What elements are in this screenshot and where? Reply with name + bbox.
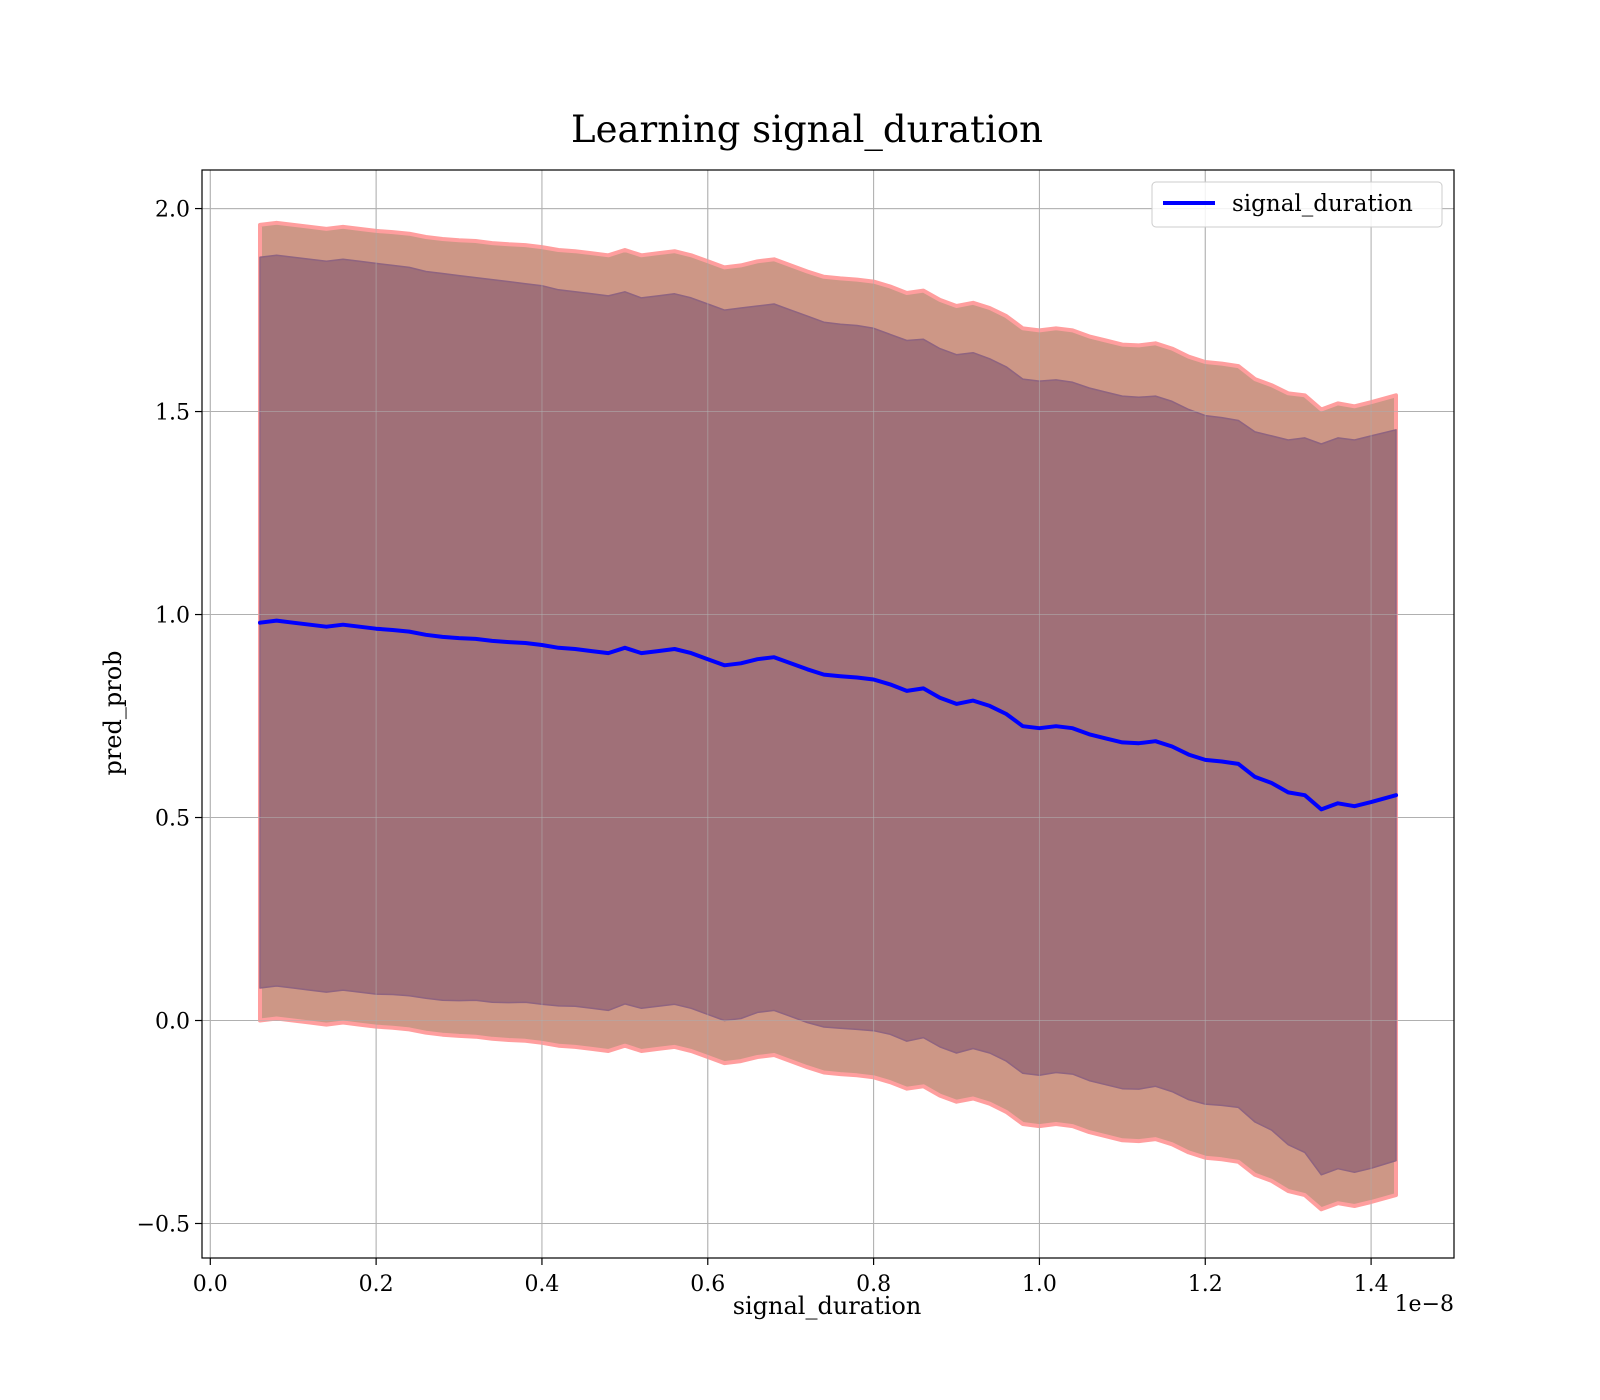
- x-tick-label: 1.0: [1022, 1272, 1057, 1297]
- y-tick-label: 0.0: [155, 1010, 190, 1035]
- x-axis-label: signal_duration: [733, 1292, 922, 1320]
- y-tick-label: −0.5: [137, 1212, 190, 1237]
- inner-uncertainty-band: [259, 254, 1397, 1176]
- y-axis-label: pred_prob: [99, 650, 127, 775]
- series-line-signal-duration: [258, 618, 1398, 812]
- plot-area: 0.0 0.2 0.4 0.6 0.8 1.0 1.2 1.4 −0.5 0.0 0.5 1.0 1.5…: [137, 169, 1455, 1297]
- x-axis-offset-text: 1e−8: [1395, 1292, 1454, 1317]
- y-tick-label: 1.5: [155, 401, 190, 426]
- x-tick-label: 0.0: [193, 1272, 228, 1297]
- x-tick-label: 0.2: [359, 1272, 394, 1297]
- x-tick-label: 0.8: [856, 1272, 891, 1297]
- y-tick-label: 1.0: [155, 604, 190, 629]
- legend: signal_duration: [1151, 181, 1443, 228]
- x-tick-label: 1.4: [1354, 1272, 1389, 1297]
- x-tick-label: 0.6: [690, 1272, 725, 1297]
- y-tick-label: 2.0: [155, 198, 190, 223]
- chart-title: Learning signal_duration: [571, 108, 1043, 152]
- x-tick-label: 0.4: [524, 1272, 559, 1297]
- x-tick-label: 1.2: [1188, 1272, 1223, 1297]
- axes-frame: [201, 169, 1455, 1259]
- legend-frame: [1151, 181, 1443, 228]
- legend-entry-label: signal_duration: [1232, 191, 1413, 217]
- y-tick-label: 0.5: [155, 807, 190, 832]
